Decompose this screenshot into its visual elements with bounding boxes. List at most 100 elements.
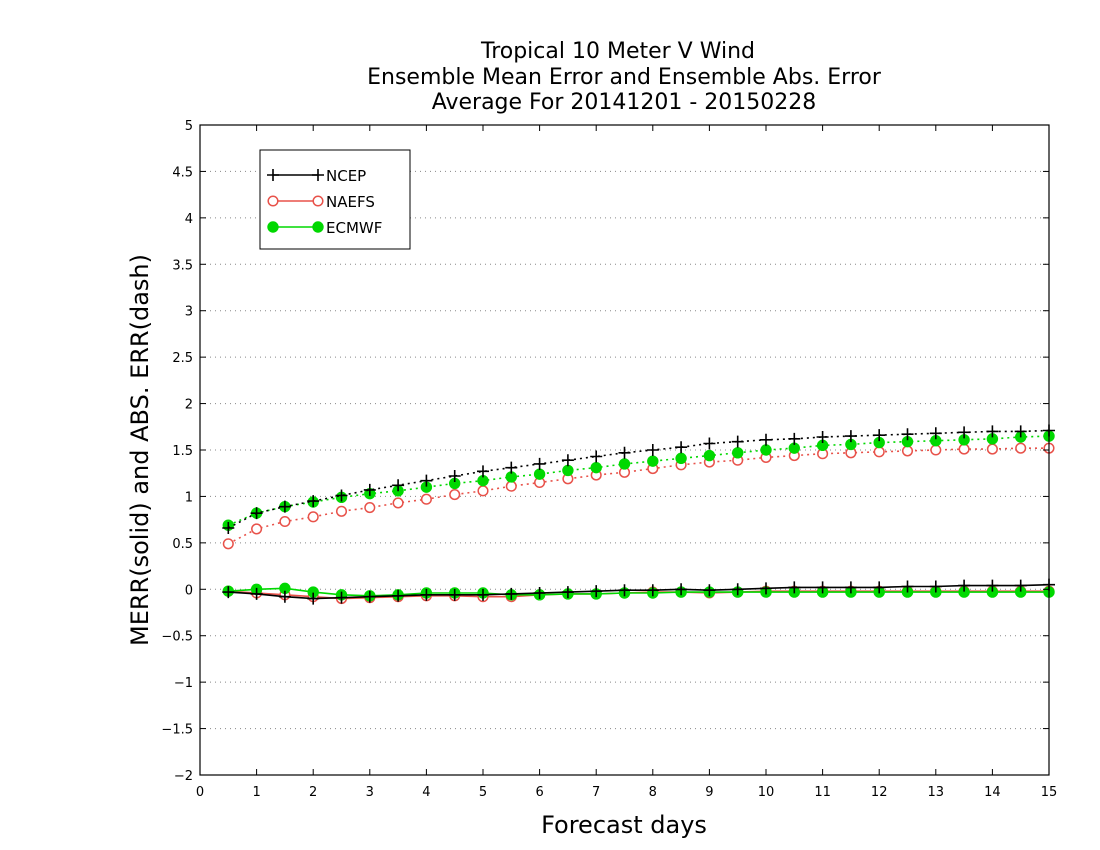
y-tick-label: −1 [174,676,193,691]
y-tick-label: 4 [185,212,193,227]
series-ncep-merr-point [901,580,914,593]
series-ecmwf-abs-err-point [732,447,744,459]
series-naefs-abs-err-point [930,444,942,456]
series-ecmwf-abs-err-point [533,468,546,480]
legend-marker-naefs [312,195,324,207]
series-ncep-merr-point [448,588,461,601]
x-tick-label: 9 [705,785,713,800]
series-ncep-merr-point [590,585,603,598]
series-ncep-merr-point [1014,579,1027,592]
series-ncep-abs-err-point [278,500,291,513]
series-ncep-abs-err-point [618,446,631,459]
series-ncep-abs-err-point [420,474,433,487]
legend-marker-naefs [267,195,279,207]
series-naefs-abs-err-point [958,443,970,455]
series-ncep-abs-err-point [533,457,546,470]
x-tick-label: 6 [535,785,543,800]
series-ncep-abs-err-point [477,465,489,478]
chart-title-line-2: Ensemble Mean Error and Ensemble Abs. Er… [367,65,882,90]
series-ncep-abs-err-point [929,427,942,440]
x-tick-label: 11 [814,785,831,800]
y-tick-label: 4.5 [172,165,193,180]
series-ncep-abs-err-point [760,433,772,446]
series-ncep-merr-point [873,581,886,594]
series-ncep-abs-err-point [986,425,999,438]
series-ncep-merr-point [703,584,716,597]
series-ncep-merr-point [307,592,320,605]
series-naefs-abs-err-point [477,485,489,497]
series-ncep-abs-err-point [788,432,801,445]
x-tick-label: 8 [649,785,657,800]
y-axis-label: MERR(solid) and ABS. ERR(dash) [126,254,154,646]
series-ncep-merr-point [561,586,574,599]
axis-ticks: 54.543.532.521.510.50−0.5−1−1.5−20 1 2 3 4 5 6… [161,119,1057,800]
series-ncep-merr-point [477,588,489,601]
series-ncep-abs-err-point [901,428,914,441]
series-ncep-merr-point [420,588,433,601]
x-axis-label: Forecast days [541,811,707,839]
series-naefs-abs-err-point [335,505,348,517]
series-ncep-merr-point [760,582,772,595]
x-tick-label: 15 [1041,785,1058,800]
series-ncep-abs-err-point [363,483,376,496]
x-tick-label: 7 [592,785,600,800]
series-naefs-abs-err-point [901,445,914,457]
y-tick-label: −0.5 [161,630,193,645]
series-ncep-abs-err-point [646,444,659,456]
series-ecmwf [222,430,1055,602]
series-naefs-abs-err-point [449,489,461,501]
y-tick-label: −2 [174,769,193,784]
series-ecmwf-abs-err-point [703,449,716,462]
series-ncep-merr-point [816,581,829,594]
x-tick-label: 1 [252,785,260,800]
legend-label-ncep: NCEP [326,167,366,185]
series-ncep-merr-point [392,589,405,602]
series-ncep-abs-err-point [844,430,857,443]
series-layer [222,424,1055,605]
series-naefs-abs-err-point [392,497,404,509]
y-tick-label: 2.5 [172,351,193,366]
legend-label-ecmwf: ECMWF [326,219,382,237]
series-ncep-abs-err-point [816,431,829,443]
series-ncep-abs-err-point [335,489,348,502]
legend: NCEP NAEFS ECMWF [259,149,411,250]
x-tick-label: 10 [758,785,775,800]
y-tick-label: 3.5 [172,258,193,273]
y-tick-label: 0 [185,583,193,598]
series-ncep-merr-point [986,579,999,592]
series-ncep-abs-err-point [590,450,603,463]
series-ecmwf-abs-err-point [590,461,602,474]
series-ecmwf-abs-err-point [562,464,574,477]
series-ecmwf-abs-err-point [618,458,631,470]
y-tick-label: 1 [185,490,193,505]
series-ncep-merr-point [335,591,348,604]
series-ncep-abs-err-point [675,441,688,454]
y-tick-label: 0.5 [172,537,193,552]
legend-marker-ncep [312,169,324,181]
x-tick-label: 12 [871,785,888,800]
series-naefs-abs-err-point [873,446,885,458]
series-ncep-merr-point [844,581,857,594]
x-tick-label: 3 [366,785,374,800]
series-ncep-merr-point [363,590,376,603]
series-ncep-merr-point [675,583,688,596]
series-ncep-abs-err-point [1014,425,1027,438]
series-naefs-abs-err-point [505,480,517,492]
series-naefs-abs-err-point [251,523,263,535]
series-ecmwf-abs-err-point [647,455,659,467]
series-ncep-abs-err-point [307,495,320,508]
series-naefs [222,442,1055,605]
series-naefs-abs-err-point [420,493,432,505]
series-ncep-abs-err-point [392,479,405,492]
x-tick-label: 0 [196,785,204,800]
x-tick-label: 5 [479,785,487,800]
legend-marker-ecmwf [312,221,324,233]
legend-marker-ecmwf [267,221,279,233]
series-ncep-merr-point [788,581,801,594]
series-ncep-merr-point [618,584,631,597]
series-ncep-abs-err-point [873,429,886,442]
series-naefs-abs-err-point [986,443,998,455]
y-tick-label: −1.5 [161,723,193,738]
series-ncep-abs-err-point [561,454,574,467]
